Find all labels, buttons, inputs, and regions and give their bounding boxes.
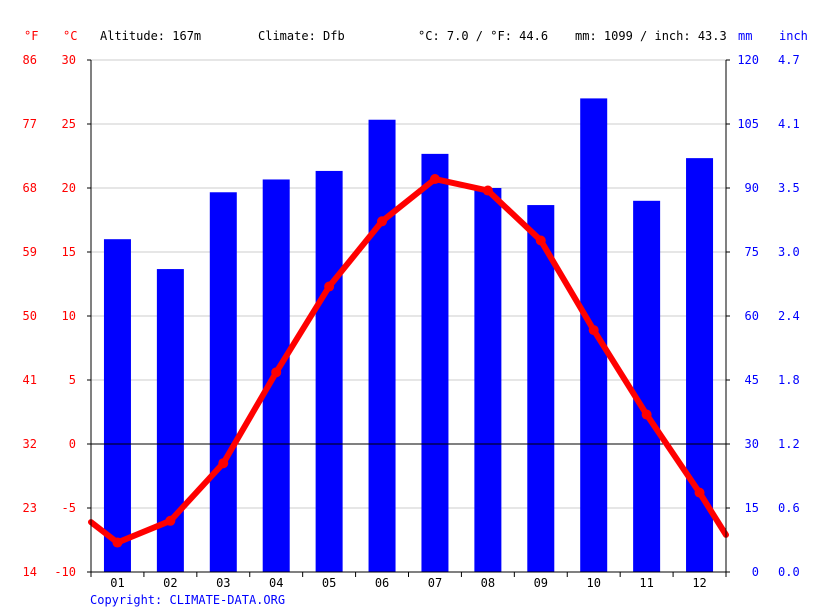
temperature-point — [429, 174, 440, 185]
tick-label-fahrenheit: 32 — [23, 437, 37, 451]
tick-label-celsius: 5 — [69, 373, 76, 387]
tick-label-fahrenheit: 14 — [23, 565, 37, 579]
temperature-point — [641, 409, 652, 420]
month-label: 02 — [163, 576, 177, 590]
precipitation-bar — [421, 153, 449, 572]
precipitation-bar — [368, 119, 396, 572]
month-label: 05 — [322, 576, 336, 590]
tick-label-mm: 120 — [737, 53, 759, 67]
precipitation-bar — [527, 205, 555, 573]
tick-label-mm: 75 — [745, 245, 759, 259]
tick-label-mm: 45 — [745, 373, 759, 387]
month-label: 07 — [428, 576, 442, 590]
tick-label-celsius: 30 — [62, 53, 76, 67]
tick-label-inch: 4.1 — [778, 117, 800, 131]
tick-label-celsius: 10 — [62, 309, 76, 323]
temperature-point — [271, 367, 282, 378]
tick-label-fahrenheit: 68 — [23, 181, 37, 195]
month-label: 10 — [586, 576, 600, 590]
temperature-point — [694, 487, 705, 498]
climate-label: Climate: Dfb — [258, 29, 345, 43]
tick-label-inch: 0.6 — [778, 501, 800, 515]
tick-label-fahrenheit: 86 — [23, 53, 37, 67]
unit-inch-label: inch — [779, 29, 808, 43]
precipitation-bars — [103, 98, 714, 573]
tick-label-fahrenheit: 41 — [23, 373, 37, 387]
precipitation-bar — [103, 239, 131, 572]
tick-label-mm: 90 — [745, 181, 759, 195]
month-label: 11 — [639, 576, 653, 590]
temperature-point — [482, 185, 493, 196]
avg-temperature-label: °C: 7.0 / °F: 44.6 — [418, 29, 548, 43]
tick-label-inch: 1.8 — [778, 373, 800, 387]
precipitation-bar — [474, 188, 502, 572]
temperature-point — [112, 537, 123, 548]
tick-label-celsius: -5 — [62, 501, 76, 515]
precipitation-bar — [633, 200, 661, 573]
tick-label-inch: 2.4 — [778, 309, 800, 323]
month-label: 09 — [534, 576, 548, 590]
temperature-line-group — [88, 174, 729, 548]
tick-label-celsius: -10 — [54, 565, 76, 579]
tick-label-inch: 1.2 — [778, 437, 800, 451]
copyright-text: Copyright: CLIMATE-DATA.ORG — [90, 593, 285, 607]
tick-label-fahrenheit: 50 — [23, 309, 37, 323]
temperature-point — [218, 458, 229, 469]
tick-label-mm: 15 — [745, 501, 759, 515]
unit-mm-label: mm — [738, 29, 752, 43]
temperature-point — [588, 325, 599, 336]
precipitation-bar — [315, 170, 343, 572]
month-label: 08 — [481, 576, 495, 590]
temperature-point — [377, 216, 388, 227]
tick-label-inch: 3.0 — [778, 245, 800, 259]
temperature-point — [535, 235, 546, 246]
month-label: 01 — [110, 576, 124, 590]
tick-label-inch: 4.7 — [778, 53, 800, 67]
tick-label-inch: 3.5 — [778, 181, 800, 195]
altitude-label: Altitude: 167m — [100, 29, 201, 43]
month-label: 12 — [692, 576, 706, 590]
grid-lines — [91, 59, 726, 509]
total-precipitation-label: mm: 1099 / inch: 43.3 — [575, 29, 727, 43]
tick-label-celsius: 25 — [62, 117, 76, 131]
tick-label-inch: 0.0 — [778, 565, 800, 579]
unit-celsius-label: °C — [63, 29, 77, 43]
unit-fahrenheit-label: °F — [24, 29, 38, 43]
month-label: 06 — [375, 576, 389, 590]
tick-labels: 86 30 120 4.777 25 105 4.168 20 90 3.559 15 75 3.050… — [23, 53, 800, 590]
tick-label-fahrenheit: 77 — [23, 117, 37, 131]
tick-label-celsius: 0 — [69, 437, 76, 451]
axes — [87, 59, 730, 577]
tick-label-mm: 30 — [745, 437, 759, 451]
month-label: 03 — [216, 576, 230, 590]
tick-label-mm: 105 — [737, 117, 759, 131]
temperature-point — [165, 515, 176, 526]
month-label: 04 — [269, 576, 283, 590]
tick-label-fahrenheit: 23 — [23, 501, 37, 515]
temperature-line — [88, 176, 729, 546]
tick-label-mm: 60 — [745, 309, 759, 323]
tick-label-celsius: 20 — [62, 181, 76, 195]
tick-label-mm: 0 — [752, 565, 759, 579]
tick-label-celsius: 15 — [62, 245, 76, 259]
precipitation-bar — [209, 192, 237, 572]
tick-label-fahrenheit: 59 — [23, 245, 37, 259]
temperature-point — [324, 281, 335, 292]
